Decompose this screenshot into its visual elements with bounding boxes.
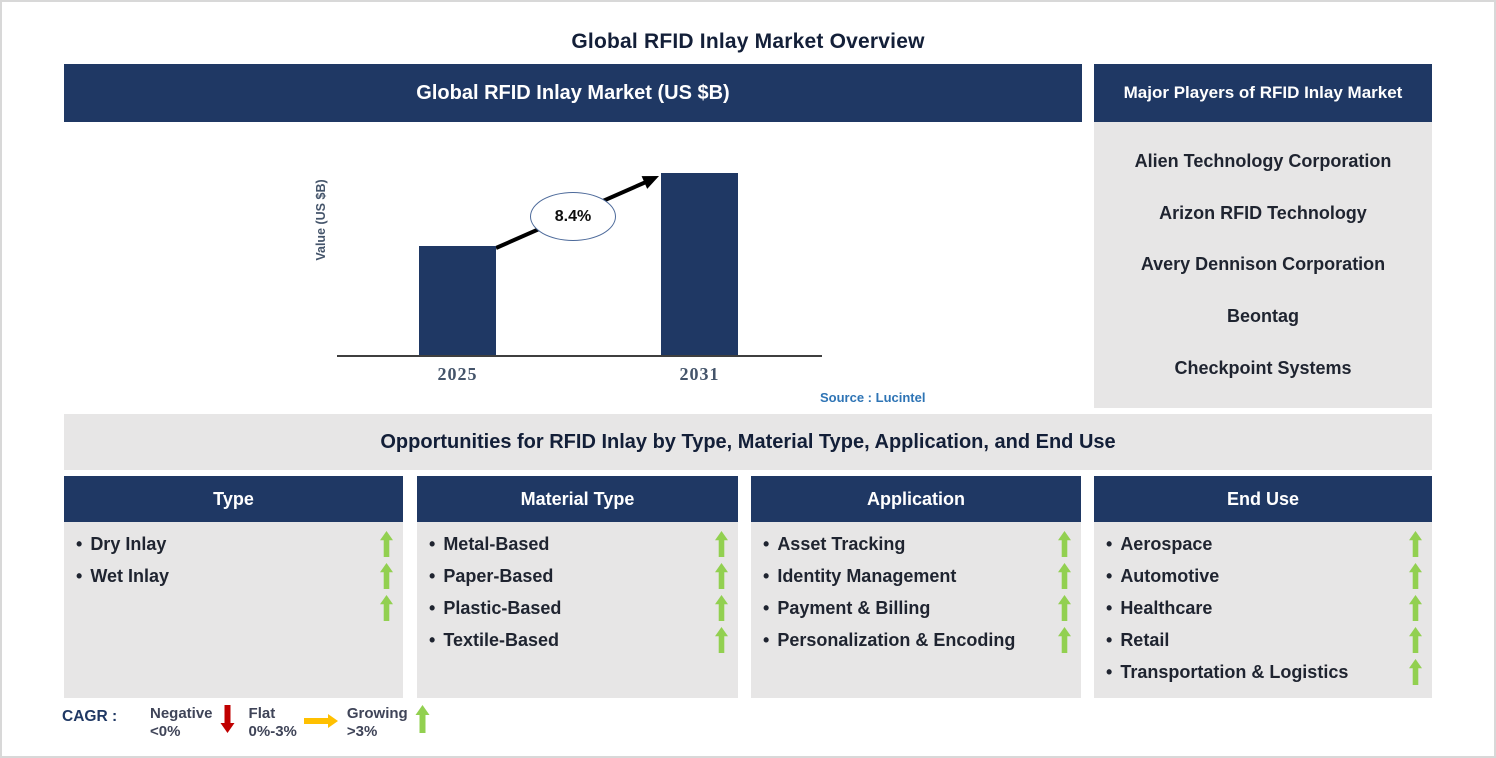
x-axis-line (337, 355, 822, 357)
list-item: Textile-Based (417, 624, 738, 656)
chart-bar-0 (419, 246, 496, 355)
column-material-type-body: Metal-Based Paper-Based Plastic-Based Te… (417, 522, 738, 698)
legend-entry-flat: Flat 0%-3% (249, 705, 338, 741)
legend-entry-growing: Growing >3% (347, 705, 430, 741)
list-item: Dry Inlay (64, 528, 403, 560)
list-item-label: Metal-Based (429, 534, 715, 555)
opportunities-title: Opportunities for RFID Inlay by Type, Ma… (64, 414, 1432, 470)
growing-up-arrow-icon (1058, 627, 1071, 653)
legend-range: 0%-3% (248, 723, 297, 740)
x-tick-2025: 2025 (437, 364, 478, 384)
growing-up-arrow-icon (1409, 531, 1422, 557)
list-item: Identity Management (751, 560, 1081, 592)
growing-up-arrow-icon (380, 531, 393, 557)
growing-up-arrow-icon (715, 563, 728, 589)
growing-up-arrow-icon (715, 595, 728, 621)
growing-up-arrow-icon (715, 627, 728, 653)
flat-right-arrow-icon (303, 714, 338, 728)
list-item: Payment & Billing (751, 592, 1081, 624)
list-item: Personalization & Encoding (751, 624, 1081, 656)
column-application: Application Asset Tracking Identity Mana… (751, 476, 1081, 698)
list-item-label: Retail (1106, 630, 1409, 651)
list-item: Automotive (1094, 560, 1432, 592)
chart-panel-header: Global RFID Inlay Market (US $B) (64, 64, 1082, 122)
list-item-label: Asset Tracking (763, 534, 1058, 555)
list-item-label: Automotive (1106, 566, 1409, 587)
list-item: Plastic-Based (417, 592, 738, 624)
column-application-body: Asset Tracking Identity Management Payme… (751, 522, 1081, 698)
list-item-label: Payment & Billing (763, 598, 1058, 619)
source-note: Source : Lucintel (820, 390, 926, 405)
list-item: Asset Tracking (751, 528, 1081, 560)
chart-bar-1 (661, 173, 738, 355)
growing-up-arrow-icon (1058, 563, 1071, 589)
growing-up-arrow-icon (415, 705, 430, 733)
list-item-label: Personalization & Encoding (763, 630, 1058, 651)
legend-entry-negative: Negative <0% (150, 705, 235, 741)
list-item-label: Aerospace (1106, 534, 1409, 555)
column-end-use-header: End Use (1094, 476, 1432, 522)
cagr-legend-prefix: CAGR : (62, 708, 118, 725)
list-item: Retail (1094, 624, 1432, 656)
list-item: Metal-Based (417, 528, 738, 560)
column-material-type-header: Material Type (417, 476, 738, 522)
column-end-use-body: Aerospace Automotive Healthcare Retail T… (1094, 522, 1432, 698)
bar-chart: Value (US $B) 2025 2031 8.4% Source : Lu… (64, 122, 1082, 412)
growing-up-arrow-icon (1409, 563, 1422, 589)
growing-up-arrow-icon (380, 563, 393, 589)
major-player-item: Beontag (1227, 306, 1299, 327)
column-end-use: End Use Aerospace Automotive Healthcare … (1094, 476, 1432, 698)
list-item-label: Transportation & Logistics (1106, 662, 1409, 683)
list-item-label: Wet Inlay (76, 566, 380, 587)
column-type-body: Dry Inlay Wet Inlay (64, 522, 403, 698)
list-item (64, 592, 403, 624)
growing-up-arrow-icon (1058, 595, 1071, 621)
list-item: Paper-Based (417, 560, 738, 592)
legend-label: Growing (346, 705, 408, 722)
cagr-legend: CAGR : Negative <0% Flat 0%-3% Growing >… (62, 705, 430, 741)
x-tick-2031: 2031 (679, 364, 720, 384)
major-players-header: Major Players of RFID Inlay Market (1094, 64, 1432, 122)
list-item-label: Paper-Based (429, 566, 715, 587)
growing-up-arrow-icon (1409, 659, 1422, 685)
growth-trend-arrow-icon (495, 176, 659, 250)
opportunities-columns: Type Dry Inlay Wet Inlay Material Type (64, 476, 1432, 698)
column-type: Type Dry Inlay Wet Inlay (64, 476, 403, 698)
growing-up-arrow-icon (1409, 627, 1422, 653)
cagr-annotation-ellipse: 8.4% (530, 192, 616, 241)
list-item-label: Healthcare (1106, 598, 1409, 619)
list-item-label: Textile-Based (429, 630, 715, 651)
column-application-header: Application (751, 476, 1081, 522)
list-item-label: Dry Inlay (76, 534, 380, 555)
page-title: Global RFID Inlay Market Overview (571, 30, 925, 53)
list-item: Aerospace (1094, 528, 1432, 560)
legend-range: >3% (346, 723, 378, 740)
major-players-list: Alien Technology Corporation Arizon RFID… (1094, 122, 1432, 408)
major-player-item: Checkpoint Systems (1174, 357, 1352, 378)
column-type-header: Type (64, 476, 403, 522)
growing-up-arrow-icon (1058, 531, 1071, 557)
major-player-item: Alien Technology Corporation (1134, 151, 1392, 172)
negative-down-arrow-icon (220, 705, 235, 733)
growing-up-arrow-icon (715, 531, 728, 557)
list-item: Transportation & Logistics (1094, 656, 1432, 688)
legend-range: <0% (150, 723, 181, 740)
list-item: Wet Inlay (64, 560, 403, 592)
list-item-label: Plastic-Based (429, 598, 715, 619)
legend-label: Flat (248, 705, 276, 722)
major-player-item: Avery Dennison Corporation (1140, 254, 1386, 275)
column-material-type: Material Type Metal-Based Paper-Based Pl… (417, 476, 738, 698)
cagr-annotation-label: 8.4% (554, 207, 592, 225)
growing-up-arrow-icon (1409, 595, 1422, 621)
growing-up-arrow-icon (380, 595, 393, 621)
major-player-item: Arizon RFID Technology (1159, 202, 1367, 223)
legend-label: Negative (150, 705, 213, 722)
list-item: Healthcare (1094, 592, 1432, 624)
list-item-label: Identity Management (763, 566, 1058, 587)
